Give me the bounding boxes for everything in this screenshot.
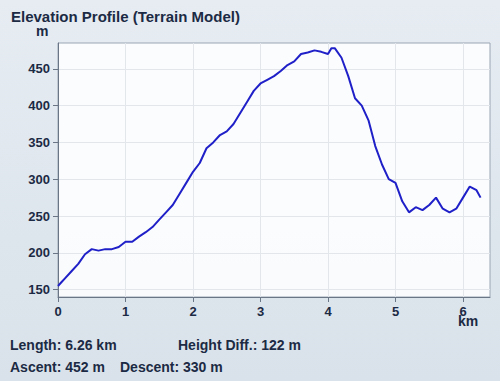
svg-text:5: 5: [392, 304, 399, 319]
svg-text:Height Diff.: 122 m: Height Diff.: 122 m: [178, 337, 301, 353]
svg-text:200: 200: [28, 245, 50, 260]
svg-text:450: 450: [28, 61, 50, 76]
svg-text:150: 150: [28, 282, 50, 297]
svg-text:2: 2: [189, 304, 196, 319]
svg-text:Descent: 330 m: Descent: 330 m: [120, 359, 223, 375]
svg-text:Ascent: 452 m: Ascent: 452 m: [10, 359, 105, 375]
svg-text:6: 6: [459, 304, 466, 319]
svg-text:0: 0: [54, 304, 61, 319]
svg-text:4: 4: [324, 304, 332, 319]
svg-text:1: 1: [122, 304, 129, 319]
svg-text:Length: 6.26 km: Length: 6.26 km: [10, 337, 117, 353]
svg-text:km: km: [458, 313, 479, 329]
svg-text:m: m: [36, 23, 48, 39]
svg-text:3: 3: [257, 304, 264, 319]
svg-text:Elevation Profile (Terrain Mod: Elevation Profile (Terrain Model): [11, 8, 240, 25]
svg-text:400: 400: [28, 98, 50, 113]
svg-text:250: 250: [28, 209, 50, 224]
svg-text:300: 300: [28, 172, 50, 187]
svg-text:350: 350: [28, 135, 50, 150]
